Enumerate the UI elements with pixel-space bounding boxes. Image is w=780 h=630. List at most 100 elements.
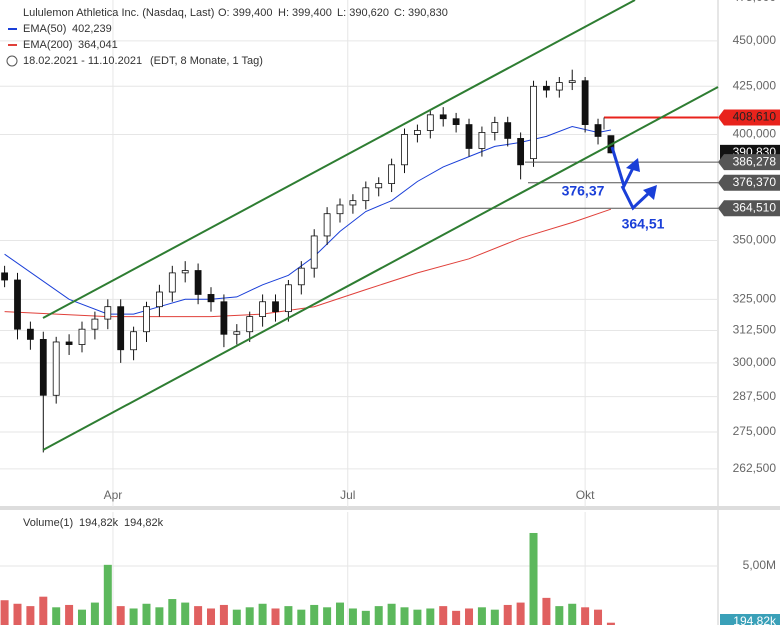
trend-line-lower xyxy=(42,86,719,451)
candle-body xyxy=(78,328,86,345)
volume-last-label: 194,82k xyxy=(733,614,777,625)
candle-body xyxy=(272,301,279,313)
candle-body xyxy=(194,270,202,295)
candle-body xyxy=(39,338,47,396)
candle-body xyxy=(336,204,344,215)
volume-bar xyxy=(271,608,280,625)
y-tick-label: 5,00M xyxy=(743,558,776,572)
candle-body xyxy=(233,331,241,335)
y-tick-label: 287,500 xyxy=(733,389,777,403)
trend-line-upper xyxy=(42,0,636,319)
candle-body xyxy=(26,328,34,340)
volume-bar xyxy=(323,607,332,625)
ohlc-label: C: 390,830 xyxy=(394,7,448,19)
candle-body xyxy=(52,341,60,396)
level-label-box xyxy=(718,174,780,191)
candle-body xyxy=(310,235,318,269)
legend-label: EMA(200) xyxy=(23,39,73,51)
candle-body xyxy=(375,183,383,189)
level-label-box xyxy=(718,200,780,217)
volume-bar xyxy=(90,602,99,625)
volume-bar xyxy=(594,609,603,625)
annotation: 376,37 xyxy=(562,183,605,199)
level-label: 364,510 xyxy=(733,200,777,214)
ema-line xyxy=(4,125,611,315)
level-label-box xyxy=(718,154,780,171)
ohlc-label: O: 399,400 xyxy=(218,7,272,19)
panel-separator xyxy=(0,506,780,510)
volume-bar xyxy=(490,609,499,625)
level-label: 376,370 xyxy=(733,175,777,189)
candle-body xyxy=(246,316,254,333)
volume-bar xyxy=(181,602,190,625)
candle-body xyxy=(168,272,176,293)
candle-body xyxy=(568,80,576,83)
candle-body xyxy=(555,82,563,91)
candle-body xyxy=(181,270,189,274)
volume-bar xyxy=(284,606,293,625)
volume-bar xyxy=(606,622,615,625)
volume-bar xyxy=(39,596,48,625)
volume-bar xyxy=(336,602,345,625)
y-tick-label: 300,000 xyxy=(733,355,777,369)
volume-bar xyxy=(387,603,396,625)
y-tick-label: 450,000 xyxy=(733,33,777,47)
candle-body xyxy=(297,267,305,286)
candle-body xyxy=(349,200,357,206)
candle-body xyxy=(104,306,112,320)
candle-body xyxy=(543,85,550,91)
volume-bar xyxy=(207,608,216,625)
volume-bar xyxy=(400,607,409,625)
candle-body xyxy=(285,284,292,313)
volume-bar xyxy=(555,606,564,625)
y-tick-label: 325,000 xyxy=(733,291,777,305)
annotation: 364,51 xyxy=(622,216,665,232)
volume-bar xyxy=(516,602,525,625)
volume-bar xyxy=(155,607,164,625)
volume-bar xyxy=(258,603,267,625)
candle-body xyxy=(362,187,370,202)
x-tick-label: Okt xyxy=(576,488,595,502)
candle-body xyxy=(14,279,21,330)
volume-bar xyxy=(542,597,551,625)
volume-bar xyxy=(219,604,228,625)
volume-bar xyxy=(245,607,254,625)
scenario-arrow xyxy=(620,185,652,211)
volume-bar xyxy=(77,609,86,625)
volume-bar xyxy=(168,599,177,625)
volume-bar xyxy=(0,600,9,625)
x-tick-label: Apr xyxy=(104,488,123,502)
period: 18.02.2021 - 11.10.2021 xyxy=(23,55,142,67)
candle-body xyxy=(323,213,331,237)
volume-bar xyxy=(361,610,370,625)
candle-body xyxy=(388,164,396,184)
candle-body xyxy=(220,301,228,335)
x-tick-label: Jul xyxy=(340,488,355,502)
volume-bar xyxy=(129,608,138,625)
volume-bar xyxy=(297,609,306,625)
candle-body xyxy=(401,134,408,166)
y-tick-label: 350,000 xyxy=(733,233,777,247)
candle-body xyxy=(259,301,267,318)
volume-bar xyxy=(426,608,435,625)
y-tick-label: 275,000 xyxy=(733,424,777,438)
candle-body xyxy=(439,114,447,120)
candle-body xyxy=(65,341,73,345)
volume-bar xyxy=(194,606,203,625)
volume-bar xyxy=(529,532,538,625)
y-tick-label: 425,000 xyxy=(733,78,777,92)
level-label: 408,610 xyxy=(733,110,777,124)
volume-bar xyxy=(65,604,74,625)
volume-bar xyxy=(503,604,512,625)
legend-label: EMA(50) xyxy=(23,23,66,35)
candle-body xyxy=(143,306,150,333)
volume-bar xyxy=(439,606,448,625)
ohlc-label: L: 390,620 xyxy=(337,7,389,19)
volume-bar xyxy=(568,603,577,625)
candle-body xyxy=(594,124,602,137)
candle-body xyxy=(452,118,460,125)
candle-body xyxy=(491,122,499,133)
volume-bar xyxy=(452,610,461,625)
volume-bar xyxy=(142,603,151,625)
